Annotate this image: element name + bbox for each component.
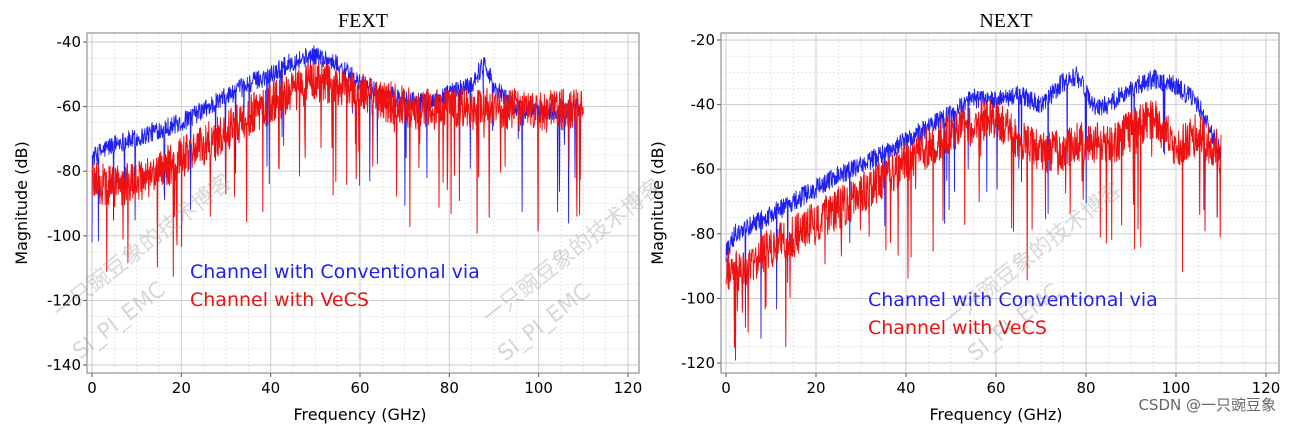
fext-x-tick-label: 60	[350, 379, 369, 397]
next-x-ticks: 0 20 40 60 80 100 120	[721, 373, 1280, 397]
fext-x-ticks: 0 20 40 60 80 100 120	[87, 373, 642, 397]
next-x-tick-label: 100	[1162, 379, 1191, 397]
next-y-axis-label: Magnitude (dB)	[648, 141, 667, 264]
next-series-conventional-line	[725, 66, 1222, 339]
next-series-vecs-line	[725, 97, 1222, 361]
next-x-tick-label: 0	[721, 379, 731, 397]
next-plot-border	[720, 32, 1280, 374]
next-x-tick-label: 120	[1252, 379, 1281, 397]
next-legend-vecs: Channel with VeCS	[868, 317, 1047, 339]
fext-y-ticks: -40 -60 -80 -100 -120 -140	[47, 33, 87, 374]
next-series-layer	[725, 66, 1222, 361]
fext-series-layer	[91, 45, 584, 277]
fext-x-axis-label: Frequency (GHz)	[293, 405, 426, 424]
next-panel: -20 -40 -60 -80 -100 -120 0 20 40 60 80 100 120 NEX…	[648, 10, 1280, 424]
fext-y-tick-label: -40	[57, 33, 82, 51]
csdn-credit: CSDN @一只豌豆象	[1138, 396, 1276, 414]
next-y-tick-label: -20	[691, 31, 716, 49]
fext-y-tick-label: -140	[47, 356, 81, 374]
next-y-tick-label: -40	[691, 96, 716, 114]
fext-series-vecs-line	[91, 61, 584, 277]
fext-y-tick-label: -100	[47, 227, 81, 245]
fext-legend-vecs: Channel with VeCS	[190, 289, 369, 311]
next-x-tick-label: 40	[896, 379, 915, 397]
fext-legend-conventional: Channel with Conventional via	[190, 261, 480, 283]
fext-series-conventional-line	[91, 45, 584, 243]
next-x-axis-label: Frequency (GHz)	[929, 405, 1062, 424]
fext-y-tick-label: -80	[57, 162, 82, 180]
fext-x-tick-label: 0	[87, 379, 97, 397]
next-x-tick-label: 80	[1076, 379, 1095, 397]
fext-title: FEXT	[338, 10, 388, 32]
fext-y-axis-label: Magnitude (dB)	[12, 141, 31, 264]
next-legend-conventional: Channel with Conventional via	[868, 289, 1158, 311]
next-y-tick-label: -100	[681, 289, 715, 307]
fext-x-tick-label: 80	[440, 379, 459, 397]
fext-x-tick-label: 100	[524, 379, 553, 397]
next-y-tick-label: -120	[681, 354, 715, 372]
fext-y-tick-label: -60	[57, 98, 82, 116]
fext-x-tick-label: 120	[614, 379, 643, 397]
fext-x-tick-label: 40	[261, 379, 280, 397]
next-x-tick-label: 20	[806, 379, 825, 397]
fext-panel: -40 -60 -80 -100 -120 -140 0 20 40 60 80 100 120 FE…	[12, 10, 642, 424]
next-y-tick-label: -60	[691, 160, 716, 178]
next-x-tick-label: 60	[986, 379, 1005, 397]
fext-y-tick-label: -120	[47, 291, 81, 309]
next-y-ticks: -20 -40 -60 -80 -100 -120	[681, 31, 721, 372]
next-y-tick-label: -80	[691, 225, 716, 243]
next-title: NEXT	[979, 10, 1032, 32]
fext-x-tick-label: 20	[172, 379, 191, 397]
